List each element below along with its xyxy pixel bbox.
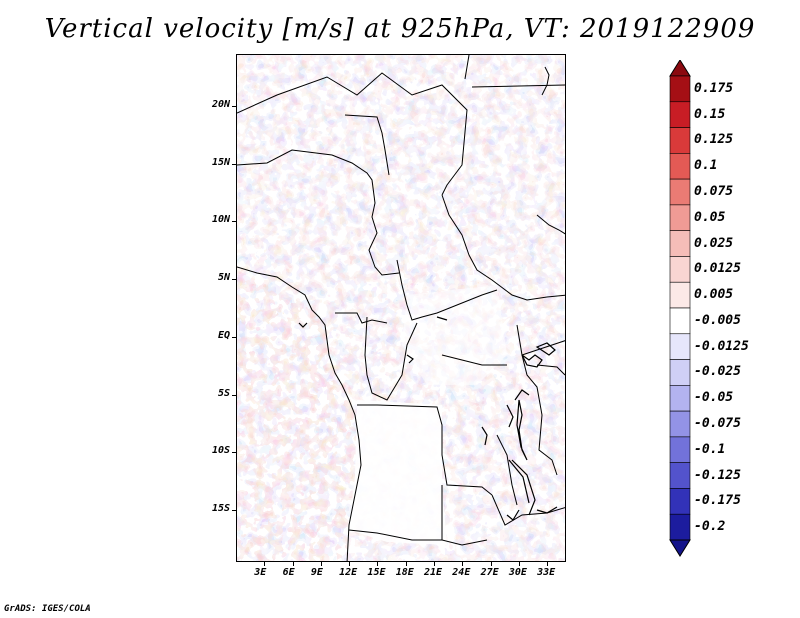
colorbar-swatch bbox=[669, 462, 691, 489]
colorbar-label: 0.15 bbox=[694, 106, 726, 122]
colorbar-label: 0.075 bbox=[694, 184, 734, 199]
colorbar-swatch bbox=[669, 281, 691, 309]
lon-tick-label: 21E bbox=[424, 567, 443, 578]
lon-tick-mark bbox=[547, 562, 549, 566]
colorbar-top-arrow bbox=[669, 60, 691, 77]
lon-tick-label: 27E bbox=[480, 567, 499, 578]
lat-tick-mark bbox=[232, 394, 236, 396]
colorbar-label: -0.1 bbox=[694, 441, 726, 457]
colorbar-swatch bbox=[669, 230, 691, 257]
lat-tick-label: 15N bbox=[211, 156, 230, 168]
lat-tick-mark bbox=[232, 336, 236, 338]
lon-tick-mark bbox=[462, 562, 464, 566]
colorbar bbox=[669, 60, 691, 557]
lon-tick-mark bbox=[377, 562, 379, 566]
colorbar-label: 0.025 bbox=[694, 235, 734, 251]
lon-tick-mark bbox=[518, 562, 520, 566]
lat-tick-label: 15S bbox=[211, 503, 230, 515]
lon-tick-label: 30E bbox=[508, 567, 527, 578]
credit-label: GrADS: IGES/COLA bbox=[4, 604, 91, 614]
lat-tick-mark bbox=[232, 452, 236, 454]
colorbar-label: -0.05 bbox=[694, 390, 734, 406]
lon-tick-mark bbox=[292, 562, 294, 566]
colorbar-swatch bbox=[669, 101, 691, 128]
lon-tick-label: 12E bbox=[339, 567, 358, 578]
lon-tick-mark bbox=[264, 562, 266, 566]
lat-tick-label: 5S bbox=[217, 387, 230, 399]
colorbar-label: 0.0125 bbox=[694, 261, 741, 277]
colorbar-label: -0.0125 bbox=[694, 338, 749, 354]
lat-tick-mark bbox=[232, 163, 236, 165]
colorbar-label: -0.175 bbox=[694, 493, 741, 509]
colorbar-swatch bbox=[669, 307, 691, 335]
lon-tick-mark bbox=[349, 562, 351, 566]
lon-tick-mark bbox=[405, 562, 407, 566]
lat-tick-label: 5N bbox=[217, 272, 230, 284]
lon-tick-label: 15E bbox=[367, 567, 386, 578]
lat-tick-mark bbox=[232, 510, 236, 512]
colorbar-label: 0.125 bbox=[694, 132, 734, 148]
lon-tick-label: 18E bbox=[395, 567, 414, 578]
colorbar-swatch bbox=[669, 436, 691, 463]
colorbar-swatch bbox=[669, 488, 691, 515]
map-panel bbox=[236, 54, 566, 562]
lon-tick-label: 24E bbox=[452, 567, 471, 578]
lat-tick-label: 20N bbox=[211, 98, 230, 110]
lon-tick-label: 33E bbox=[537, 567, 556, 578]
colorbar-label: 0.005 bbox=[694, 287, 734, 303]
colorbar-label: -0.075 bbox=[694, 416, 741, 431]
lat-tick-label: 10S bbox=[211, 445, 230, 457]
colorbar-swatch bbox=[669, 359, 691, 386]
lon-tick-mark bbox=[490, 562, 492, 566]
colorbar-swatch bbox=[669, 513, 691, 541]
lon-tick-label: 3E bbox=[254, 567, 267, 578]
colorbar-bottom-arrow bbox=[669, 539, 691, 557]
colorbar-swatch bbox=[669, 410, 691, 438]
colorbar-swatch bbox=[669, 204, 691, 231]
colorbar-label: 0.1 bbox=[694, 158, 718, 174]
colorbar-swatch bbox=[669, 178, 691, 206]
colorbar-label: -0.2 bbox=[694, 519, 726, 535]
colorbar-swatch bbox=[669, 127, 691, 154]
lon-tick-label: 9E bbox=[310, 567, 323, 578]
lat-tick-mark bbox=[232, 279, 236, 281]
colorbar-label: 0.175 bbox=[694, 80, 734, 96]
colorbar-swatch bbox=[669, 385, 691, 412]
colorbar-swatch bbox=[669, 153, 691, 180]
lat-tick-mark bbox=[232, 105, 236, 107]
colorbar-swatch bbox=[669, 333, 691, 360]
colorbar-label: 0.05 bbox=[694, 209, 726, 225]
lon-tick-mark bbox=[320, 562, 322, 566]
velocity-field-map bbox=[237, 55, 565, 561]
colorbar-label: -0.125 bbox=[694, 467, 741, 483]
lat-tick-mark bbox=[232, 221, 236, 223]
colorbar-swatch bbox=[669, 75, 691, 103]
chart-title: Vertical velocity [m/s] at 925hPa, VT: 2… bbox=[44, 14, 756, 44]
colorbar-swatch bbox=[669, 256, 691, 283]
lat-tick-label: EQ bbox=[217, 329, 230, 341]
lon-tick-label: 6E bbox=[282, 567, 295, 578]
lat-tick-label: 10N bbox=[211, 214, 230, 226]
colorbar-label: -0.025 bbox=[694, 364, 741, 380]
colorbar-label: -0.005 bbox=[694, 312, 741, 328]
lon-tick-mark bbox=[434, 562, 435, 566]
